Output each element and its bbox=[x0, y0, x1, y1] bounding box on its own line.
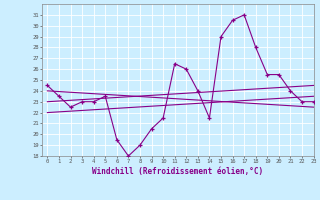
X-axis label: Windchill (Refroidissement éolien,°C): Windchill (Refroidissement éolien,°C) bbox=[92, 167, 263, 176]
